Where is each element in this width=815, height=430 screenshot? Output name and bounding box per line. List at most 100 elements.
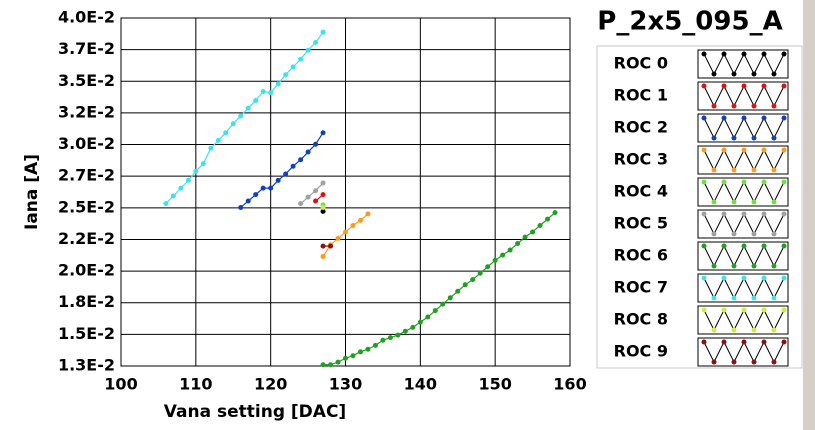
legend-swatch-marker: [781, 147, 787, 153]
legend-swatch-marker: [701, 211, 707, 217]
legend-swatch-marker: [731, 71, 737, 77]
data-point: [283, 171, 289, 177]
data-point: [343, 229, 348, 235]
data-point: [552, 210, 558, 216]
y-tick-label: 3.0E-2: [58, 134, 115, 153]
legend-swatch-marker: [771, 199, 777, 205]
legend-swatch-marker: [751, 103, 757, 109]
data-point: [485, 264, 491, 270]
legend-swatch-marker: [741, 307, 747, 313]
legend-label: ROC 2: [614, 118, 668, 137]
legend-swatch-marker: [761, 147, 767, 153]
legend-swatch-marker: [751, 327, 757, 333]
legend-swatch-marker: [751, 199, 757, 205]
data-point: [298, 201, 304, 207]
legend-label: ROC 3: [614, 150, 668, 169]
data-point: [410, 324, 416, 330]
data-point: [395, 332, 401, 338]
legend-swatch-marker: [741, 83, 747, 89]
data-point: [365, 211, 371, 217]
legend-swatch-marker: [721, 243, 727, 249]
legend-swatch-marker: [771, 167, 777, 173]
data-point: [335, 235, 341, 241]
legend-swatch-marker: [701, 115, 707, 121]
data-point: [417, 319, 423, 325]
data-point: [455, 288, 461, 294]
data-point: [208, 145, 214, 151]
legend-swatch-marker: [771, 327, 777, 333]
data-point: [530, 229, 536, 235]
data-point: [275, 81, 281, 87]
y-tick-label: 2.2E-2: [58, 229, 115, 248]
legend-swatch-marker: [721, 339, 727, 345]
data-point: [425, 314, 431, 320]
legend-label: ROC 7: [614, 278, 668, 297]
data-point: [320, 29, 326, 35]
legend-label: ROC 4: [614, 182, 668, 201]
legend-swatch-marker: [711, 295, 717, 301]
data-point: [462, 282, 468, 288]
data-point: [313, 141, 319, 147]
legend-swatch-marker: [781, 83, 787, 89]
data-point: [313, 198, 319, 204]
data-point: [350, 223, 356, 229]
legend-swatch-marker: [751, 135, 757, 141]
y-tick-label: 3.2E-2: [58, 102, 115, 121]
data-point: [320, 208, 326, 214]
y-tick-label: 2.0E-2: [58, 261, 115, 280]
x-axis-label: Vana setting [DAC]: [164, 402, 346, 422]
data-point: [283, 72, 289, 78]
legend-swatch-marker: [711, 103, 717, 109]
legend-label: ROC 5: [614, 214, 668, 233]
x-tick-label: 130: [329, 375, 362, 394]
legend-swatch-marker: [741, 275, 747, 281]
legend-swatch-marker: [781, 115, 787, 121]
legend-swatch-marker: [711, 359, 717, 365]
data-point: [170, 193, 176, 199]
x-tick-label: 100: [104, 375, 137, 394]
data-point: [357, 217, 363, 223]
data-point: [320, 192, 326, 198]
legend-swatch-marker: [771, 231, 777, 237]
legend-swatch-marker: [731, 167, 737, 173]
legend-swatch-marker: [751, 359, 757, 365]
legend-swatch-marker: [711, 327, 717, 333]
data-point: [357, 349, 363, 355]
data-point: [313, 39, 319, 45]
legend-swatch-marker: [761, 83, 767, 89]
x-tick-label: 140: [404, 375, 437, 394]
data-point: [298, 157, 304, 163]
legend-swatch-marker: [701, 83, 707, 89]
data-point: [223, 130, 229, 136]
data-point: [447, 295, 453, 301]
legend-swatch-marker: [741, 115, 747, 121]
data-point: [178, 185, 184, 191]
data-point: [193, 168, 199, 174]
legend-swatch-marker: [721, 147, 727, 153]
chart-title: P_2x5_095_A: [597, 7, 782, 37]
legend-swatch-marker: [721, 211, 727, 217]
legend-swatch-marker: [751, 263, 757, 269]
legend-label: ROC 1: [614, 86, 668, 105]
data-point: [500, 252, 506, 258]
series-line: [300, 182, 324, 205]
data-point: [275, 177, 281, 183]
data-point: [537, 223, 543, 229]
legend-swatch-marker: [761, 115, 767, 121]
legend-swatch-marker: [781, 179, 787, 185]
y-tick-label: 3.5E-2: [58, 71, 115, 90]
data-point: [290, 163, 296, 169]
legend-swatch-marker: [711, 199, 717, 205]
legend-swatch-marker: [761, 339, 767, 345]
legend-swatch-marker: [731, 199, 737, 205]
legend-swatch-marker: [701, 51, 707, 57]
legend-swatch-marker: [771, 359, 777, 365]
data-point: [328, 362, 334, 368]
x-tick-label: 110: [179, 375, 212, 394]
data-point: [320, 130, 326, 136]
data-point: [185, 177, 191, 183]
data-point: [545, 216, 551, 222]
legend-swatch-marker: [721, 307, 727, 313]
data-point: [253, 97, 259, 103]
